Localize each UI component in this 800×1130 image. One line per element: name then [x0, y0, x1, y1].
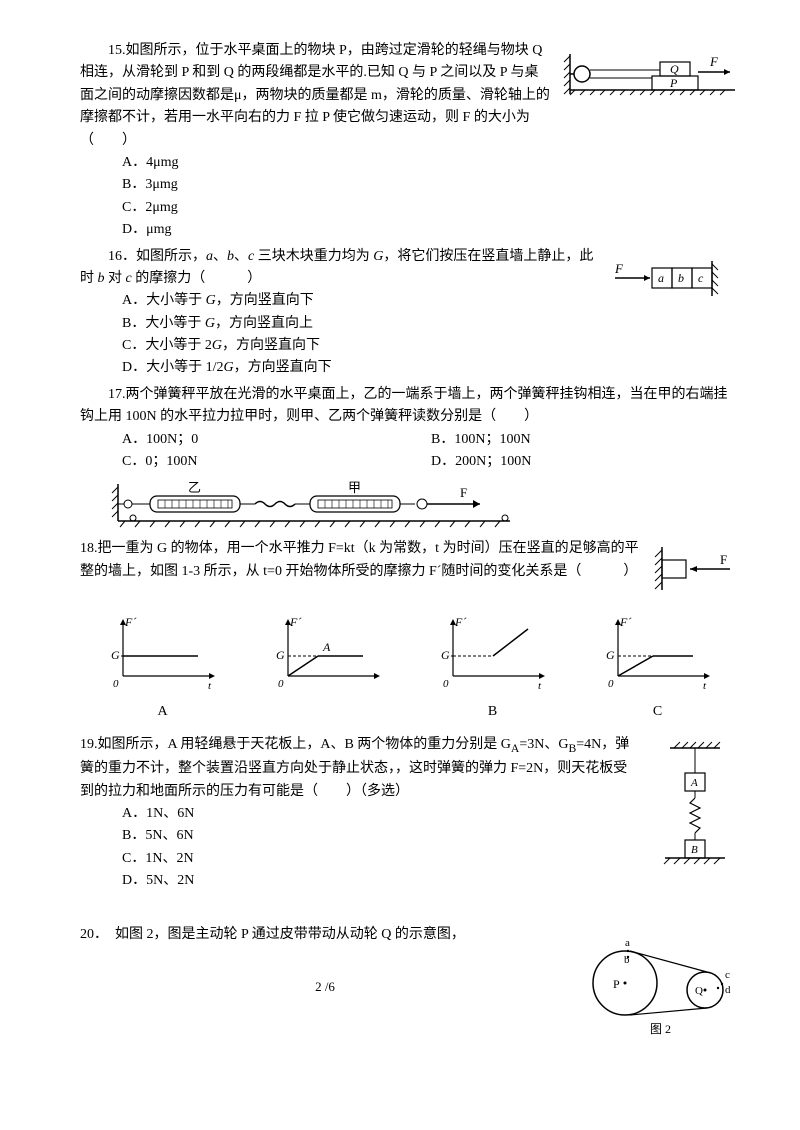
svg-text:G: G — [441, 648, 450, 662]
q17-fig-yi: 乙 — [188, 480, 201, 495]
svg-text:G: G — [111, 648, 120, 662]
q20-fig-d: d — [725, 984, 731, 996]
q17-optB: B．100N；100N — [431, 429, 740, 451]
svg-text:0: 0 — [443, 678, 449, 690]
q20-fig-a: a — [625, 937, 630, 949]
q17-figure: 乙 甲 F — [110, 479, 740, 534]
svg-text:F´: F´ — [619, 615, 632, 629]
q15-optA: A．4μmg — [122, 152, 740, 174]
q20-fig-Q: Q — [695, 985, 703, 997]
q15-fig-F: F — [709, 54, 719, 69]
q18-wall-F: F — [720, 552, 727, 567]
q16-fig-c: c — [698, 271, 704, 285]
q19-optB: B．5N、6N — [122, 825, 740, 847]
q20-figure: P Q a b c d 图 2 — [580, 928, 740, 1038]
q16-optB: B．大小等于 G，方向竖直向上 — [122, 313, 740, 335]
q16-fig-F: F — [614, 261, 624, 276]
q17-fig-jia: 甲 — [348, 480, 361, 495]
svg-text:0: 0 — [278, 678, 284, 690]
svg-text:F´: F´ — [124, 615, 137, 629]
svg-text:G: G — [276, 648, 285, 662]
q15-fig-Q: Q — [670, 62, 679, 76]
q19-text: 19.如图所示，A 用轻绳悬于天花板上，A、B 两个物体的重力分别是 GA=3N… — [80, 734, 740, 803]
q18-wall-figure: F — [650, 542, 740, 597]
q15-optD: D．μmg — [122, 219, 740, 241]
q15-figure: Q P F — [560, 44, 740, 104]
q16-figure: F a b c — [610, 256, 740, 301]
q19-optA: A．1N、6N — [122, 803, 740, 825]
svg-text:F´: F´ — [289, 615, 302, 629]
q16-fig-b: b — [678, 271, 684, 285]
svg-text:t: t — [703, 680, 707, 691]
q15-fig-P: P — [669, 76, 678, 90]
svg-text:A: A — [322, 640, 331, 654]
q20-fig-P: P — [613, 977, 620, 991]
svg-text:G: G — [606, 648, 615, 662]
q19-fig-B: B — [691, 844, 698, 856]
q17-optA: A．100N；0 — [122, 429, 431, 451]
q19-figure: A B — [650, 738, 740, 898]
q15-optC: C．2μmg — [122, 197, 740, 219]
q19-optD: D．5N、2N — [122, 870, 740, 892]
q18-graphs: F´ t G 0 F´ G 0 A F´ t — [80, 611, 740, 691]
svg-text:t: t — [208, 680, 212, 691]
q18-graph-labels: A B C — [80, 701, 740, 723]
svg-text:t: t — [538, 680, 542, 691]
q17-text: 17.两个弹簧秤平放在光滑的水平桌面上，乙的一端系于墙上，两个弹簧秤挂钩相连，当… — [80, 384, 740, 429]
q16-fig-a: a — [658, 271, 664, 285]
q17-fig-F: F — [460, 485, 467, 500]
svg-text:F´: F´ — [454, 615, 467, 629]
q20-fig-caption: 图 2 — [650, 1022, 671, 1036]
q15-optB: B．3μmg — [122, 174, 740, 196]
q20-fig-b: b — [624, 954, 630, 966]
q16-optD: D．大小等于 1/2G，方向竖直向下 — [122, 357, 740, 379]
q18-text: 18.把一重为 G 的物体，用一个水平推力 F=kt（k 为常数，t 为时间）压… — [80, 538, 740, 583]
q19-fig-A: A — [690, 777, 698, 789]
svg-text:0: 0 — [608, 678, 614, 690]
q20-fig-c: c — [725, 969, 730, 981]
q16-optC: C．大小等于 2G，方向竖直向下 — [122, 335, 740, 357]
q19-optC: C．1N、2N — [122, 848, 740, 870]
q17-optD: D．200N；100N — [431, 451, 740, 473]
svg-text:0: 0 — [113, 678, 119, 690]
q17-optC: C．0；100N — [122, 451, 431, 473]
